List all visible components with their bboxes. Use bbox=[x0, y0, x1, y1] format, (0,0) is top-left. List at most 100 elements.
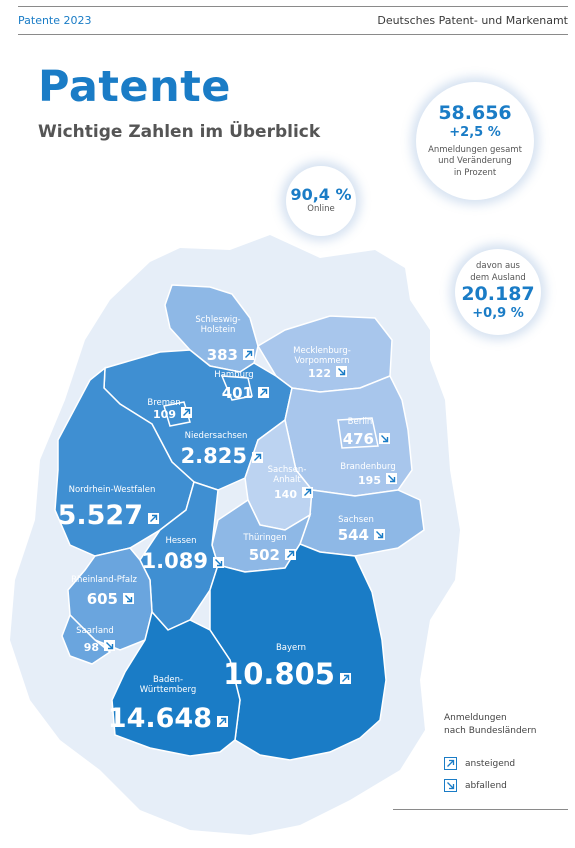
state-rp: Rheinland-Pfalz 605 bbox=[71, 575, 137, 608]
arrow-up-right-icon bbox=[304, 488, 312, 496]
state-st: Sachsen-Anhalt 140 bbox=[268, 465, 313, 501]
state-name-sn: Sachsen bbox=[338, 515, 374, 525]
arrow-down-right-icon bbox=[106, 642, 114, 650]
online-value: 90,4 % bbox=[290, 185, 352, 205]
arrow-down-right-icon bbox=[215, 559, 223, 567]
report-label: Patente 2023 bbox=[18, 14, 92, 27]
page-subtitle: Wichtige Zahlen im Überblick bbox=[38, 122, 321, 142]
legend-title: Anmeldungen nach Bundesländern bbox=[444, 712, 554, 737]
state-shape-bw bbox=[111, 610, 241, 757]
arrow-up-right-icon bbox=[219, 717, 227, 725]
total-applications-bubble: 58.656 +2,5 % Anmeldungen gesamt und Ver… bbox=[416, 82, 534, 200]
arrow-down-right-icon bbox=[381, 435, 389, 443]
state-value-sh: 383 bbox=[207, 346, 238, 364]
header-bar: Patente 2023 Deutsches Patent- und Marke… bbox=[18, 6, 568, 35]
foreign-value: 20.187 bbox=[461, 283, 535, 306]
legend-up-label: ansteigend bbox=[465, 758, 516, 769]
online-share-bubble: 90,4 % Online bbox=[286, 166, 356, 236]
state-value-mv: 122 bbox=[308, 367, 331, 380]
arrow-down-right-icon bbox=[125, 595, 133, 603]
legend-title-line-1: Anmeldungen bbox=[444, 713, 507, 723]
state-name-st: Sachsen- bbox=[268, 465, 307, 475]
state-value-ni: 2.825 bbox=[181, 444, 247, 468]
state-name-he: Hessen bbox=[165, 536, 196, 546]
state-shape-hh bbox=[220, 375, 253, 401]
foreign-applications-bubble: davon aus dem Ausland 20.187 +0,9 % bbox=[455, 249, 541, 335]
state-name-be: Berlin bbox=[348, 417, 373, 427]
arrow-up-right-icon bbox=[287, 550, 295, 558]
legend-down-label: abfallend bbox=[465, 780, 507, 791]
state-name-ni: Niedersachsen bbox=[185, 431, 248, 441]
state-bw: Baden-Württemberg 14.648 bbox=[108, 675, 228, 734]
total-value: 58.656 bbox=[438, 101, 512, 124]
state-name-hh: Hamburg bbox=[214, 370, 253, 380]
state-name-st: Anhalt bbox=[273, 475, 301, 485]
foreign-caption-2: dem Ausland bbox=[470, 272, 526, 283]
state-value-nw: 5.527 bbox=[58, 500, 143, 531]
foreign-change: +0,9 % bbox=[472, 305, 524, 321]
state-name-sh: Schleswig- bbox=[195, 315, 240, 325]
arrow-up-right-icon bbox=[150, 514, 158, 522]
state-shape-rp bbox=[67, 547, 153, 651]
state-by: Bayern 10.805 bbox=[223, 643, 351, 691]
state-value-hb: 109 bbox=[153, 408, 176, 421]
arrow-down-right-icon bbox=[444, 779, 457, 792]
state-value-be: 476 bbox=[343, 430, 374, 448]
arrow-down-right-icon bbox=[388, 475, 396, 483]
state-value-bw: 14.648 bbox=[108, 703, 212, 734]
state-sh: Schleswig-Holstein 383 bbox=[195, 315, 254, 364]
total-caption-2: und Veränderung bbox=[438, 156, 512, 167]
state-shape-sl bbox=[61, 613, 112, 665]
state-value-bb: 195 bbox=[358, 474, 381, 487]
arrow-up-right-icon bbox=[254, 453, 262, 461]
state-name-th: Thüringen bbox=[242, 533, 286, 543]
publisher-label: Deutsches Patent- und Markenamt bbox=[377, 14, 568, 27]
state-value-hh: 401 bbox=[222, 384, 253, 402]
state-name-sl: Saarland bbox=[76, 626, 114, 636]
total-caption-3: in Prozent bbox=[453, 167, 497, 178]
state-be: Berlin 476 bbox=[343, 417, 390, 448]
state-value-rp: 605 bbox=[87, 590, 118, 608]
state-he: Hessen 1.089 bbox=[142, 536, 224, 573]
total-change: +2,5 % bbox=[449, 124, 501, 140]
state-value-sn: 544 bbox=[338, 526, 369, 544]
legend-up: ansteigend bbox=[444, 757, 515, 770]
state-ni: Niedersachsen 2.825 bbox=[181, 431, 263, 468]
state-sl: Saarland 98 bbox=[76, 626, 115, 654]
state-th: Thüringen 502 bbox=[242, 533, 296, 564]
arrow-up-right-icon bbox=[444, 757, 457, 770]
legend-title-line-2: nach Bundesländern bbox=[444, 725, 537, 736]
state-shape-be bbox=[337, 417, 379, 449]
footer-divider bbox=[393, 809, 568, 810]
arrow-up-right-icon bbox=[342, 674, 350, 682]
arrow-up-right-icon bbox=[183, 408, 191, 416]
state-name-bw: Baden- bbox=[153, 675, 183, 685]
legend-down: abfallend bbox=[444, 779, 507, 792]
state-value-th: 502 bbox=[249, 546, 280, 564]
page-title: Patente bbox=[38, 62, 231, 112]
state-hh: Hamburg 401 bbox=[214, 370, 269, 402]
state-bb: Brandenburg 195 bbox=[340, 462, 397, 487]
arrow-down-right-icon bbox=[338, 368, 346, 376]
state-value-sl: 98 bbox=[84, 641, 99, 654]
total-caption-1: Anmeldungen gesamt bbox=[428, 144, 522, 155]
state-name-hb: Bremen bbox=[147, 398, 180, 408]
foreign-caption-1: davon aus bbox=[476, 261, 520, 272]
state-name-mv: Vorpommern bbox=[295, 356, 350, 366]
state-name-bb: Brandenburg bbox=[340, 462, 395, 472]
state-value-he: 1.089 bbox=[142, 549, 208, 573]
state-name-nw: Nordrhein-Westfalen bbox=[69, 485, 156, 495]
arrow-up-right-icon bbox=[245, 350, 253, 358]
online-caption: Online bbox=[307, 204, 335, 215]
state-nw: Nordrhein-Westfalen 5.527 bbox=[58, 485, 159, 531]
state-value-st: 140 bbox=[274, 488, 297, 501]
state-name-mv: Mecklenburg- bbox=[293, 346, 351, 356]
state-name-sh: Holstein bbox=[201, 325, 236, 335]
state-name-by: Bayern bbox=[276, 643, 306, 653]
state-value-by: 10.805 bbox=[223, 657, 335, 691]
state-name-rp: Rheinland-Pfalz bbox=[71, 575, 137, 585]
